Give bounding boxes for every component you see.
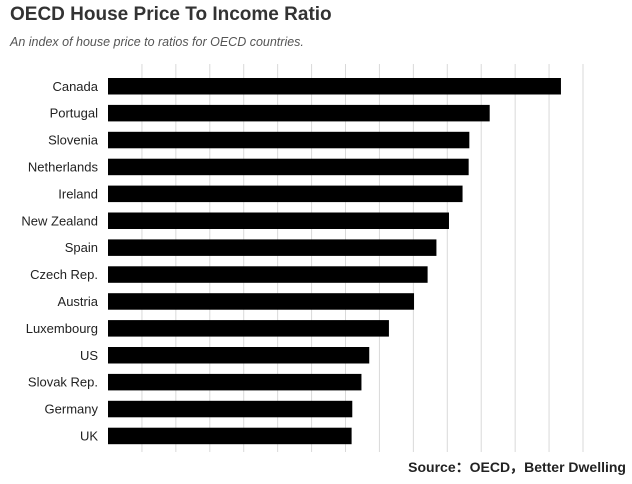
bar-chart: Canada Portugal Slovenia Netherlands Ireland… [0,64,600,454]
bar [108,347,370,364]
bar [108,78,561,95]
category-label: Luxembourg [26,321,98,336]
chart-title: OECD House Price To Income Ratio [10,4,332,25]
category-label: UK [80,428,98,443]
category-label: US [80,348,98,363]
category-label: Germany [45,402,99,417]
bar [108,158,469,176]
bar [108,320,389,337]
bar [108,373,362,391]
bar [108,239,437,256]
category-label: Portugal [50,106,99,121]
category-label: Czech Rep. [30,267,98,282]
source-note: Source：OECD，Better Dwelling [408,459,626,475]
bar [108,104,490,122]
bar [108,266,428,283]
bar [108,185,463,203]
category-label: Ireland [58,186,98,201]
bar [108,400,353,418]
category-label: Netherlands [28,159,99,174]
plot-area: Canada Portugal Slovenia Netherlands Ireland… [0,64,600,454]
plot-background [0,64,600,454]
category-label: Slovak Rep. [28,375,98,390]
category-label: Spain [65,240,98,255]
chart-subtitle: An index of house price to ratios for OE… [10,35,304,49]
bar [108,293,415,310]
category-label: Canada [52,79,98,94]
bar [108,427,352,445]
bar [108,131,470,149]
bar [108,212,449,229]
category-label: New Zealand [21,213,98,228]
category-label: Slovenia [48,133,99,148]
category-label: Austria [58,294,99,309]
